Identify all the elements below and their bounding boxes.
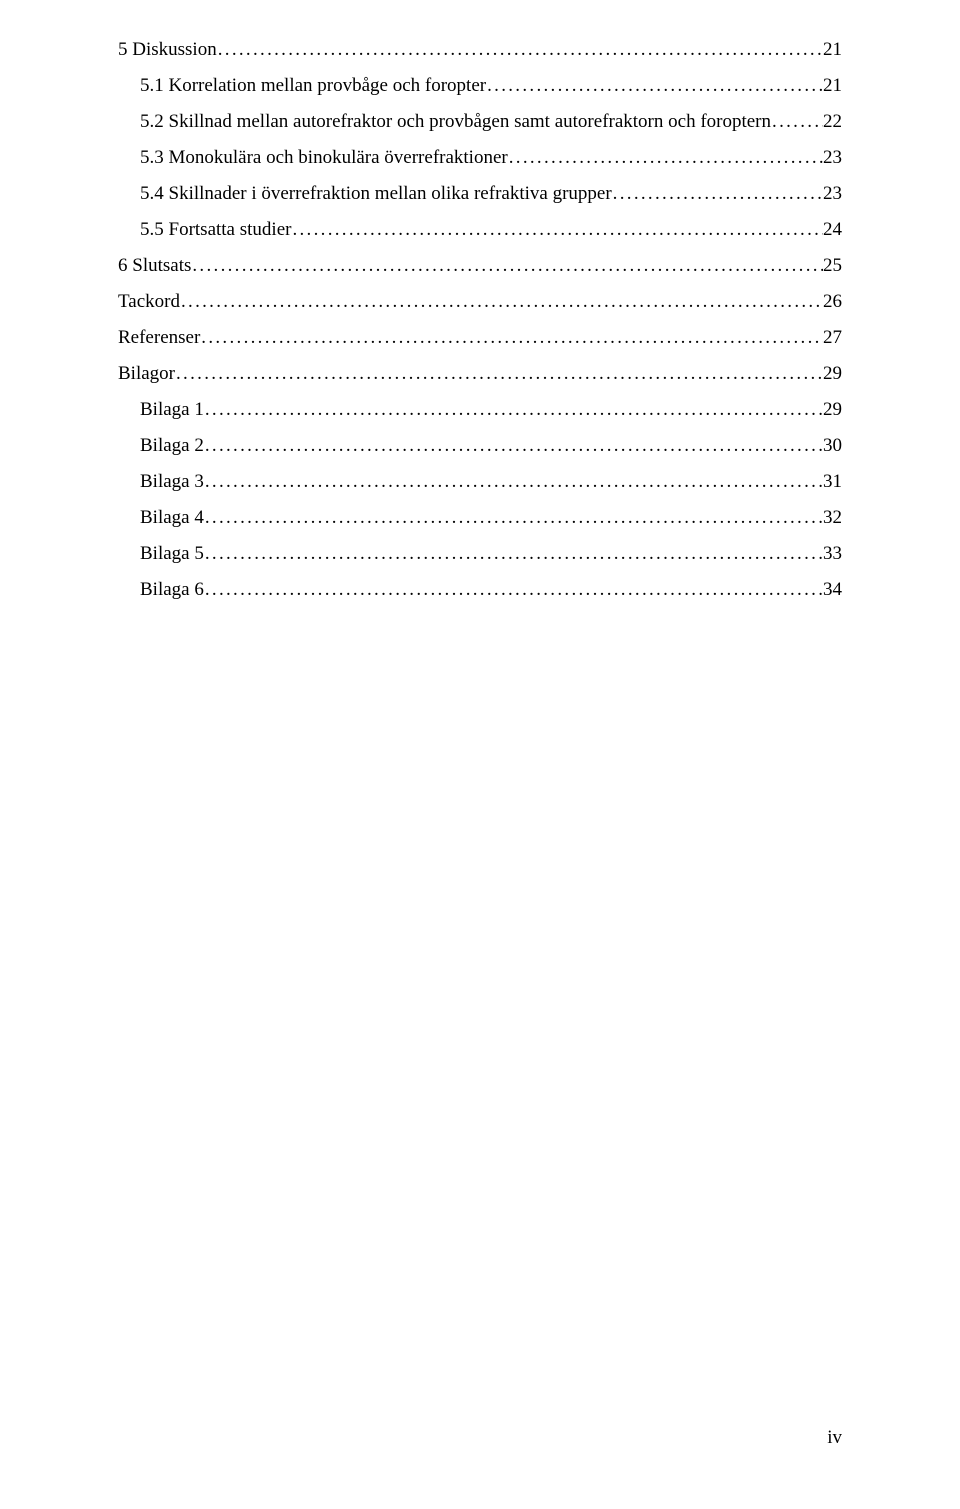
toc-entry: Bilaga 3 31 (118, 472, 842, 491)
toc-entry: Bilaga 5 33 (118, 544, 842, 563)
toc-label: Bilaga 6 (140, 580, 204, 599)
toc-page: 32 (823, 508, 842, 527)
toc-leader (486, 76, 823, 95)
toc-entry: 5.3 Monokulära och binokulära överrefrak… (118, 148, 842, 167)
toc-label: 5.3 Monokulära och binokulära överrefrak… (140, 148, 508, 167)
toc-leader (180, 292, 823, 311)
toc-entry: 5.4 Skillnader i överrefraktion mellan o… (118, 184, 842, 203)
table-of-contents: 5 Diskussion 21 5.1 Korrelation mellan p… (118, 40, 842, 599)
toc-page: 21 (823, 40, 842, 59)
toc-page: 23 (823, 184, 842, 203)
toc-entry: Bilaga 2 30 (118, 436, 842, 455)
toc-leader (175, 364, 823, 383)
toc-page: 27 (823, 328, 842, 347)
toc-page: 23 (823, 148, 842, 167)
document-page: 5 Diskussion 21 5.1 Korrelation mellan p… (0, 0, 960, 1509)
toc-leader (291, 220, 823, 239)
toc-entry: 5.2 Skillnad mellan autorefraktor och pr… (118, 112, 842, 131)
toc-page: 25 (823, 256, 842, 275)
toc-label: Bilaga 2 (140, 436, 204, 455)
toc-label: 6 Slutsats (118, 256, 191, 275)
toc-leader (204, 472, 823, 491)
toc-page: 30 (823, 436, 842, 455)
toc-label: 5.2 Skillnad mellan autorefraktor och pr… (140, 112, 771, 131)
toc-label: 5.5 Fortsatta studier (140, 220, 291, 239)
toc-entry: Bilaga 6 34 (118, 580, 842, 599)
toc-page: 22 (823, 112, 842, 131)
toc-entry: Tackord 26 (118, 292, 842, 311)
page-number: iv (827, 1427, 842, 1449)
toc-page: 24 (823, 220, 842, 239)
toc-page: 31 (823, 472, 842, 491)
toc-entry: Bilaga 4 32 (118, 508, 842, 527)
toc-page: 33 (823, 544, 842, 563)
toc-entry: 5 Diskussion 21 (118, 40, 842, 59)
toc-label: Bilaga 3 (140, 472, 204, 491)
toc-entry: Bilagor 29 (118, 364, 842, 383)
toc-label: Bilaga 1 (140, 400, 204, 419)
toc-leader (771, 112, 823, 131)
toc-leader (204, 580, 823, 599)
toc-label: Tackord (118, 292, 180, 311)
toc-entry: Bilaga 1 29 (118, 400, 842, 419)
toc-leader (508, 148, 823, 167)
toc-label: Bilaga 4 (140, 508, 204, 527)
toc-label: Bilaga 5 (140, 544, 204, 563)
toc-page: 29 (823, 400, 842, 419)
toc-leader (217, 40, 823, 59)
toc-entry: 5.5 Fortsatta studier 24 (118, 220, 842, 239)
toc-leader (204, 436, 823, 455)
toc-page: 29 (823, 364, 842, 383)
toc-label: Referenser (118, 328, 200, 347)
toc-entry: 6 Slutsats 25 (118, 256, 842, 275)
toc-page: 26 (823, 292, 842, 311)
toc-label: 5 Diskussion (118, 40, 217, 59)
toc-label: Bilagor (118, 364, 175, 383)
toc-leader (191, 256, 823, 275)
toc-entry: 5.1 Korrelation mellan provbåge och foro… (118, 76, 842, 95)
toc-label: 5.4 Skillnader i överrefraktion mellan o… (140, 184, 612, 203)
toc-leader (204, 508, 823, 527)
toc-leader (204, 400, 823, 419)
toc-page: 34 (823, 580, 842, 599)
toc-leader (200, 328, 823, 347)
toc-leader (204, 544, 823, 563)
toc-label: 5.1 Korrelation mellan provbåge och foro… (140, 76, 486, 95)
toc-entry: Referenser 27 (118, 328, 842, 347)
toc-leader (612, 184, 823, 203)
toc-page: 21 (823, 76, 842, 95)
